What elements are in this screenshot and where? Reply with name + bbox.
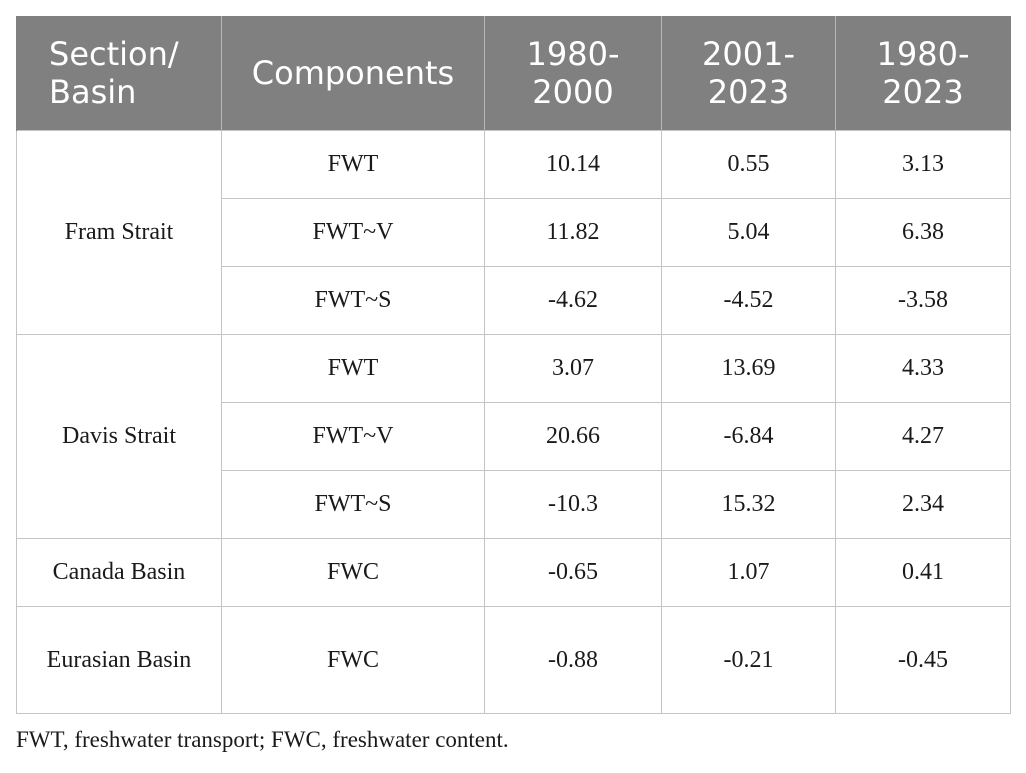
component-cell: FWT~V — [221, 401, 485, 471]
header-period-1980-2023: 1980-2023 — [835, 16, 1011, 130]
header-period-2001-2023: 2001-2023 — [661, 16, 836, 130]
table-row: Eurasian Basin FWC -0.88 -0.21 -0.45 — [16, 605, 1011, 714]
table-row: Davis Strait FWT 3.07 13.69 4.33 — [16, 333, 1011, 539]
value-cell: 6.38 — [835, 197, 1011, 267]
table-row: Canada Basin FWC -0.65 1.07 0.41 — [16, 537, 1011, 607]
group-label-canada-basin: Canada Basin — [16, 537, 222, 607]
value-cell: 0.41 — [835, 537, 1011, 607]
header-components: Components — [221, 16, 485, 130]
component-cell: FWC — [221, 537, 485, 607]
value-cell: -4.62 — [484, 265, 662, 335]
value-cell: 5.04 — [661, 197, 836, 267]
component-cell: FWT~V — [221, 197, 485, 267]
group-label-fram-strait: Fram Strait — [16, 129, 222, 335]
value-cell: -6.84 — [661, 401, 836, 471]
value-cell: 10.14 — [484, 129, 662, 199]
group-label-eurasian-basin: Eurasian Basin — [16, 605, 222, 714]
component-cell: FWC — [221, 605, 485, 714]
value-cell: 20.66 — [484, 401, 662, 471]
value-cell: 11.82 — [484, 197, 662, 267]
table-row: FWT~V 20.66 -6.84 4.27 — [17, 401, 1011, 471]
value-cell: -0.45 — [835, 605, 1011, 714]
value-cell: -0.65 — [484, 537, 662, 607]
value-cell: 2.34 — [835, 469, 1011, 539]
component-cell: FWT~S — [221, 265, 485, 335]
value-cell: -3.58 — [835, 265, 1011, 335]
header-period-1980-2000: 1980-2000 — [484, 16, 662, 130]
value-cell: 0.55 — [661, 129, 836, 199]
freshwater-table: Section/ Basin Components 1980-2000 2001… — [16, 16, 1011, 714]
table-footnote: FWT, freshwater transport; FWC, freshwat… — [16, 727, 509, 752]
value-cell: -0.21 — [661, 605, 836, 714]
value-cell: 3.07 — [484, 333, 662, 403]
value-cell: -10.3 — [484, 469, 662, 539]
component-cell: FWT — [221, 333, 485, 403]
component-cell: FWT~S — [221, 469, 485, 539]
value-cell: 1.07 — [661, 537, 836, 607]
data-table-container: Section/ Basin Components 1980-2000 2001… — [16, 16, 1011, 714]
table-row: FWT~S -4.62 -4.52 -3.58 — [17, 265, 1011, 335]
group-label-davis-strait: Davis Strait — [16, 333, 222, 539]
value-cell: 15.32 — [661, 469, 836, 539]
value-cell: -0.88 — [484, 605, 662, 714]
value-cell: 4.33 — [835, 333, 1011, 403]
value-cell: 3.13 — [835, 129, 1011, 199]
header-section-basin: Section/ Basin — [16, 16, 222, 130]
header-row: Section/ Basin Components 1980-2000 2001… — [16, 16, 1011, 130]
value-cell: -4.52 — [661, 265, 836, 335]
table-row: Fram Strait FWT 10.14 0.55 3.13 — [16, 129, 1011, 335]
table-row: FWT~S -10.3 15.32 2.34 — [17, 469, 1011, 539]
value-cell: 13.69 — [661, 333, 836, 403]
component-cell: FWT — [221, 129, 485, 199]
value-cell: 4.27 — [835, 401, 1011, 471]
